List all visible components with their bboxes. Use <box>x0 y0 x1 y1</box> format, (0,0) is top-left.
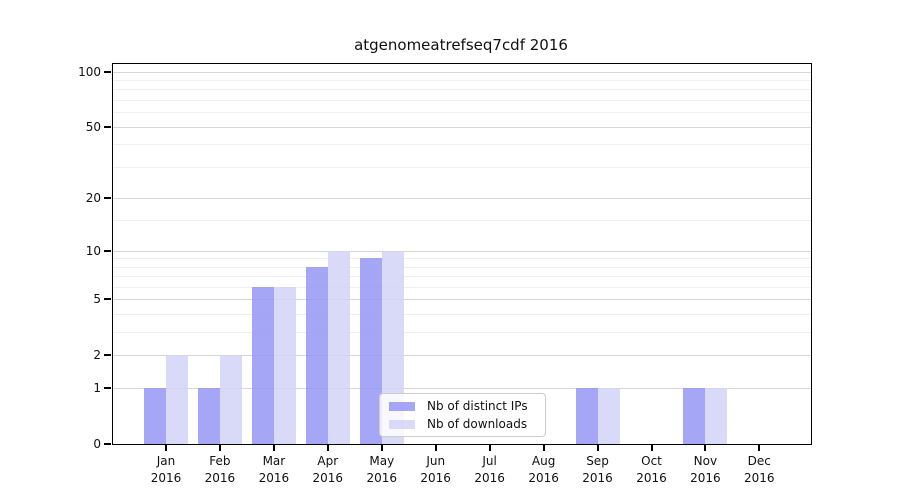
major-gridline <box>113 388 811 390</box>
minor-gridline <box>113 166 811 168</box>
y-tick-mark <box>104 443 111 445</box>
x-tick-mark <box>165 445 167 451</box>
major-gridline <box>113 71 811 73</box>
minor-gridline <box>113 89 811 91</box>
minor-gridline <box>113 220 811 222</box>
minor-gridline <box>113 276 811 278</box>
y-tick-label: 0 <box>93 437 101 451</box>
x-tick-label: Aug 2016 <box>528 454 559 485</box>
x-tick-mark <box>704 445 707 451</box>
y-tick-mark <box>104 197 111 200</box>
bar-nb-of-distinct-ips-feb-2016 <box>197 388 220 444</box>
y-tick-mark <box>104 298 111 301</box>
minor-gridline <box>113 144 811 146</box>
legend-swatch-distinct-ips <box>389 401 415 411</box>
y-tick-label: 100 <box>78 64 101 79</box>
minor-gridline <box>113 80 811 81</box>
y-tick-mark <box>104 249 111 252</box>
bar-nb-of-distinct-ips-apr-2016 <box>305 266 328 444</box>
minor-gridline <box>113 100 811 102</box>
plot-area: 0 1 2 5 10 20 50 100 Jan 2016 Feb 2016 Mar 2016 Apr 201… <box>78 63 812 485</box>
x-tick-label: Feb 2016 <box>204 454 236 485</box>
major-gridline <box>113 299 811 301</box>
y-tick-label: 5 <box>93 292 101 307</box>
y-tick-mark <box>104 70 111 73</box>
x-tick-mark <box>326 445 329 451</box>
x-tick-mark <box>542 445 545 451</box>
minor-gridline <box>113 258 811 260</box>
x-tick-label: Nov 2016 <box>690 454 721 485</box>
legend-swatch-downloads <box>389 419 415 429</box>
x-tick-label: Jun 2016 <box>420 454 451 485</box>
x-tick-label: May 2016 <box>366 454 398 485</box>
bar-nb-of-distinct-ips-may-2016 <box>359 258 382 444</box>
x-tick-mark <box>488 445 491 451</box>
major-gridline <box>113 250 811 252</box>
minor-gridline <box>113 332 811 334</box>
major-gridline <box>113 198 811 200</box>
x-tick-label: Dec 2016 <box>744 454 775 485</box>
bar-nb-of-downloads-sep-2016 <box>597 388 620 444</box>
legend-item-distinct-ips: Nb of distinct IPs <box>389 399 536 413</box>
bar-nb-of-distinct-ips-sep-2016 <box>575 388 598 444</box>
minor-gridline <box>113 314 811 316</box>
legend: Nb of distinct IPs Nb of downloads <box>379 393 546 437</box>
y-tick-label: 10 <box>85 243 101 258</box>
x-tick-label: Apr 2016 <box>312 454 344 485</box>
bar-nb-of-downloads-jan-2016 <box>166 355 188 444</box>
y-tick-mark <box>104 387 111 390</box>
x-tick-mark <box>380 445 383 451</box>
x-tick-mark <box>218 445 221 451</box>
chart-title: atgenomeatrefseq7cdf 2016 <box>354 36 568 54</box>
bar-nb-of-downloads-nov-2016 <box>705 388 728 444</box>
x-tick-mark <box>596 445 599 451</box>
bar-nb-of-downloads-apr-2016 <box>327 250 350 444</box>
minor-gridline <box>113 112 811 114</box>
y-tick-mark <box>104 125 111 128</box>
legend-label-downloads: Nb of downloads <box>427 417 528 431</box>
minor-gridline <box>113 266 811 268</box>
bar-nb-of-distinct-ips-jan-2016 <box>144 388 166 444</box>
bar-nb-of-distinct-ips-nov-2016 <box>683 388 706 444</box>
y-tick-label: 50 <box>85 119 101 134</box>
major-gridline <box>113 355 811 357</box>
x-tick-mark <box>650 445 653 451</box>
x-tick-label: Jan 2016 <box>150 454 182 485</box>
x-tick-label: Oct 2016 <box>636 454 667 485</box>
y-tick-label: 20 <box>85 191 101 206</box>
legend-item-downloads: Nb of downloads <box>389 417 536 431</box>
x-tick-mark <box>434 445 437 451</box>
major-gridline <box>113 126 811 128</box>
axes-layer: 0 1 2 5 10 20 50 100 Jan 2016 Feb 2016 Mar 2016 Apr 201… <box>78 64 811 485</box>
minor-gridline <box>113 287 811 288</box>
x-tick-mark <box>758 445 761 451</box>
bar-nb-of-distinct-ips-mar-2016 <box>251 287 274 444</box>
bar-nb-of-downloads-mar-2016 <box>273 287 296 444</box>
y-tick-mark <box>104 354 111 357</box>
gridlines-layer <box>113 64 811 444</box>
x-tick-label: Jul 2016 <box>474 454 505 485</box>
bar-nb-of-downloads-feb-2016 <box>219 355 242 444</box>
y-tick-label: 2 <box>93 348 101 363</box>
x-tick-label: Mar 2016 <box>258 454 290 485</box>
y-tick-label: 1 <box>93 381 101 396</box>
x-tick-mark <box>272 445 275 451</box>
legend-label-distinct-ips: Nb of distinct IPs <box>427 399 528 413</box>
x-tick-label: Sep 2016 <box>582 454 613 485</box>
